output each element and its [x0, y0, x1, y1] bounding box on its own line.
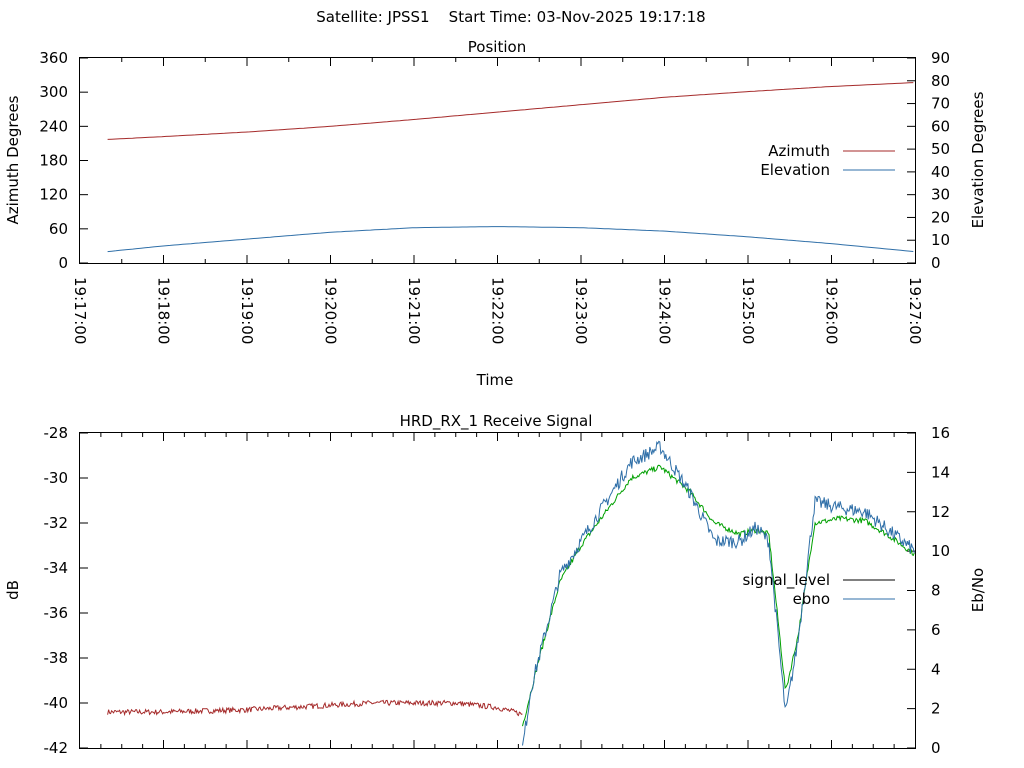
position-y2-tick-label: 70: [931, 95, 950, 113]
signal-y2-tick-label: 4: [931, 660, 941, 678]
position-x-tick-label: 19:18:00: [155, 277, 173, 344]
signal-series-ebno: [522, 440, 915, 746]
position-y2-tick-label: 90: [931, 49, 950, 67]
legend-label-azimuth: Azimuth: [768, 142, 830, 160]
position-y2-tick-label: 30: [931, 186, 950, 204]
position-y-tick-label: 180: [39, 152, 68, 170]
position-plot-frame: [79, 57, 916, 264]
position-y-tick-label: 360: [39, 49, 68, 67]
signal-grid: -42 -40 -38 -36 -34 -32 -30 -28 0 2 4 6 8 10 12 14 16: [44, 424, 951, 757]
position-x-tick-label: 19:25:00: [739, 277, 757, 344]
signal-y-tick-label: -28: [44, 424, 69, 442]
position-x-tick-label: 19:26:00: [823, 277, 841, 344]
signal-y2-tick-label: 14: [931, 463, 950, 481]
position-x-axis-label: Time: [476, 371, 514, 389]
position-y2-tick-label: 80: [931, 72, 950, 90]
position-x-tick-label: 19:20:00: [322, 277, 340, 344]
signal-y2-tick-label: 16: [931, 424, 950, 442]
figure-title: Satellite: JPSS1 Start Time: 03-Nov-2025…: [316, 8, 705, 26]
position-grid: 0 60 120 180 240 300 360 0 10 20 30 40 50 60 70 80 90 19:…: [39, 49, 950, 344]
position-y-tick-label: 0: [58, 254, 68, 272]
signal-y-tick-label: -40: [44, 694, 69, 712]
signal-plot-frame: [79, 432, 916, 749]
position-y2-tick-label: 60: [931, 117, 950, 135]
position-chart: Position 0 60 120 180 240 300 360 0 10 20 30 40 50 60…: [4, 38, 987, 389]
position-y-tick-label: 240: [39, 117, 68, 135]
signal-y2-tick-label: 0: [931, 739, 941, 757]
position-y2-tick-label: 0: [931, 254, 941, 272]
signal-legend: signal_level ebno: [742, 571, 895, 608]
signal-y2-tick-label: 2: [931, 700, 941, 718]
signal-y-tick-label: -38: [44, 649, 69, 667]
signal-chart: HRD_RX_1 Receive Signal -42-40-38-36-34-…: [4, 412, 987, 757]
position-y2-tick-label: 20: [931, 208, 950, 226]
position-y-tick-label: 60: [49, 220, 68, 238]
legend-label-elevation: Elevation: [760, 161, 830, 179]
signal-y2-axis-label: Eb/No: [969, 568, 987, 612]
position-x-tick-label: 19:22:00: [489, 277, 507, 344]
signal-y-tick-label: -36: [44, 604, 69, 622]
position-y2-tick-label: 50: [931, 140, 950, 158]
position-series-elevation: [107, 226, 914, 253]
signal-series-signal-level: [107, 699, 523, 717]
position-x-tick-label: 19:27:00: [906, 277, 924, 344]
signal-y2-tick-label: 8: [931, 582, 941, 600]
position-x-tick-label: 19:19:00: [238, 277, 256, 344]
position-x-tick-label: 19:21:00: [405, 277, 423, 344]
position-x-tick-label: 19:24:00: [656, 277, 674, 344]
position-x-tick-label: 19:17:00: [71, 277, 89, 344]
position-y-tick-label: 120: [39, 186, 68, 204]
position-x-tick-label: 19:23:00: [572, 277, 590, 344]
signal-y-axis-label: dB: [4, 580, 22, 600]
position-y2-axis-label: Elevation Degrees: [969, 91, 987, 228]
signal-y-tick-label: -30: [44, 469, 69, 487]
legend-label-ebno: ebno: [793, 590, 830, 608]
signal-y-tick-label: -34: [44, 559, 69, 577]
signal-chart-title: HRD_RX_1 Receive Signal: [400, 412, 593, 431]
signal-y2-tick-label: 10: [931, 542, 950, 560]
position-series-azimuth: [107, 82, 914, 140]
signal-series-aux-1: [522, 464, 915, 727]
position-y-tick-label: 300: [39, 83, 68, 101]
position-y-axis-label: Azimuth Degrees: [4, 95, 22, 224]
signal-y-tick-label: -42: [44, 739, 69, 757]
position-y2-tick-label: 40: [931, 163, 950, 181]
position-legend: Azimuth Elevation: [760, 142, 895, 179]
signal-y-tick-label: -32: [44, 514, 69, 532]
signal-y2-tick-label: 6: [931, 621, 941, 639]
signal-y2-tick-label: 12: [931, 503, 950, 521]
legend-label-signal-level: signal_level: [742, 571, 830, 590]
position-y2-tick-label: 10: [931, 231, 950, 249]
position-chart-title: Position: [468, 38, 526, 56]
